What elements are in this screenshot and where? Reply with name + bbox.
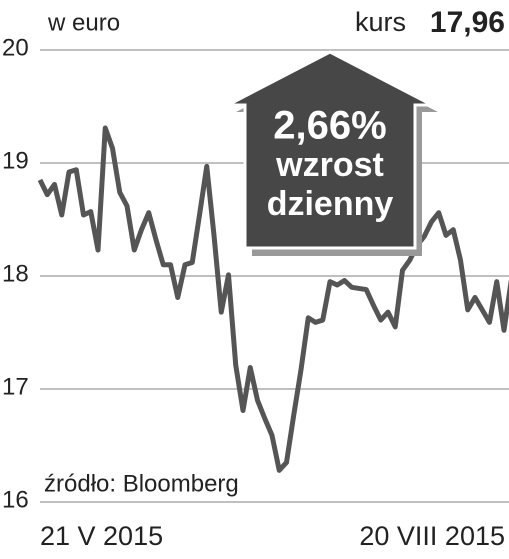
y-tick-label: 17 [2,373,29,400]
y-tick-label: 18 [2,260,29,287]
x-tick-label: 20 VIII 2015 [359,521,505,551]
badge: 2,66% wzrost dzienny [227,50,438,256]
price-line [37,125,509,473]
badge-arrow [227,50,433,250]
price-value: 17,96 [430,6,505,39]
line-layer [37,125,509,473]
y-tick-label: 19 [2,147,29,174]
unit-label: w euro [47,9,120,36]
annotation: dzienny [267,185,394,223]
annotation: wzrost [275,146,384,184]
y-tick-label: 20 [2,34,29,61]
source: źródło: Bloomberg [44,470,239,497]
annotation: 2,66% [273,104,386,148]
y-tick-label: 16 [2,486,29,513]
price-label: kurs [355,7,406,37]
x-tick-label: 21 V 2015 [40,521,163,551]
